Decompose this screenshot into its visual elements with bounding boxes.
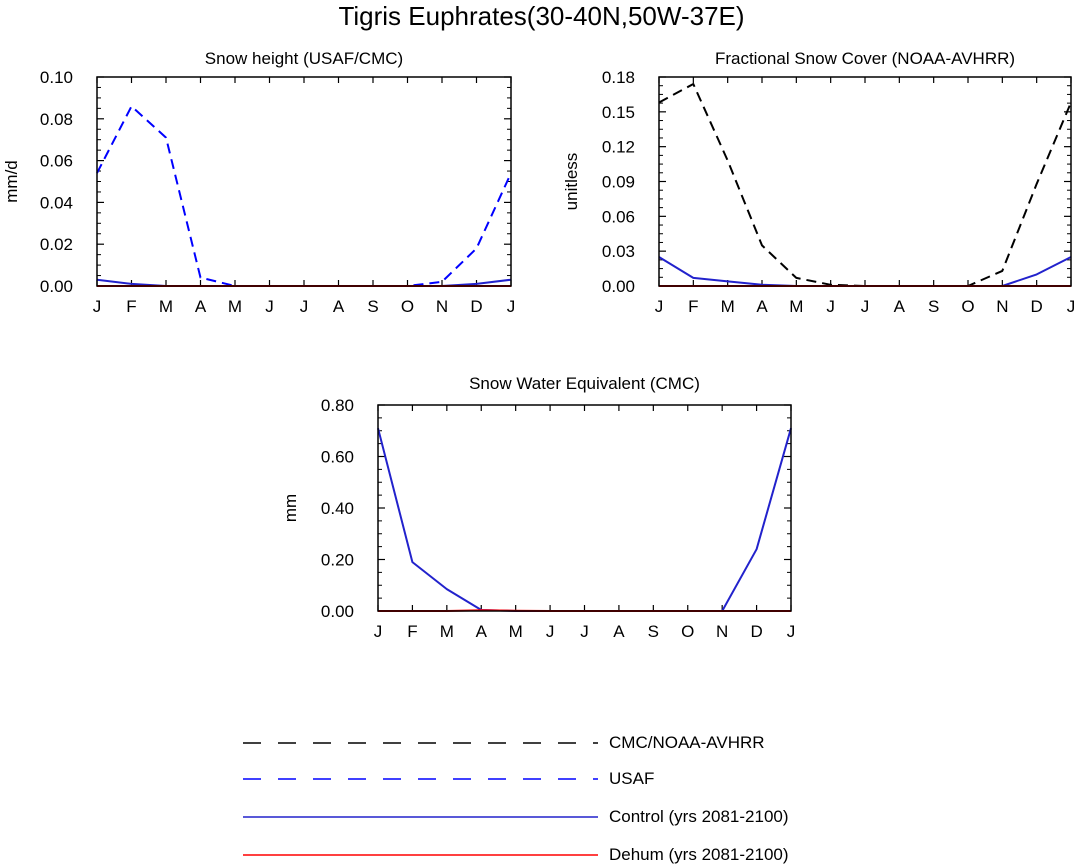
chart-snow-height: Snow height (USAF/CMC) mm/d J F M A M J J A S O N D J 0…	[2, 49, 515, 316]
y-tick-label: 0.15	[602, 103, 635, 122]
y-tick-label: 0.80	[321, 396, 354, 415]
x-tick-label: J	[93, 297, 102, 316]
y-tick-label: 0.60	[321, 448, 354, 467]
chart-title: Snow Water Equivalent (CMC)	[469, 374, 700, 393]
x-tick-label: J	[300, 297, 309, 316]
plot-frame	[658, 76, 1072, 287]
chart-swe: Snow Water Equivalent (CMC) mm J F M A M J J A S O N…	[281, 374, 795, 641]
y-tick-label: 0.40	[321, 499, 354, 518]
legend-label-dehum: Dehum (yrs 2081-2100)	[609, 845, 789, 864]
x-tick-label: D	[1031, 297, 1043, 316]
x-tick-label: J	[1067, 297, 1076, 316]
x-tick-label: O	[401, 297, 414, 316]
plot-frame	[377, 404, 792, 612]
x-tick-label: J	[826, 297, 835, 316]
x-tick-label: J	[655, 297, 664, 316]
y-tick-label: 0.02	[40, 235, 73, 254]
x-tick-label: A	[613, 622, 625, 641]
x-tick-label: M	[509, 622, 523, 641]
plot-frame	[96, 76, 512, 287]
x-tick-label: M	[721, 297, 735, 316]
x-tick-label: J	[265, 297, 274, 316]
y-tick-label: 0.06	[602, 207, 635, 226]
chart-title: Fractional Snow Cover (NOAA-AVHRR)	[715, 49, 1015, 68]
x-tick-label: S	[928, 297, 939, 316]
x-tick-label: S	[367, 297, 378, 316]
y-tick-label: 0.00	[40, 277, 73, 296]
x-tick-label: J	[507, 297, 516, 316]
y-tick-label: 0.04	[40, 193, 73, 212]
legend-label-obs: CMC/NOAA-AVHRR	[609, 733, 765, 752]
x-tick-label: A	[476, 622, 488, 641]
x-tick-label: N	[436, 297, 448, 316]
x-tick-label: F	[407, 622, 417, 641]
y-tick-label: 0.20	[321, 551, 354, 570]
y-axis-label: unitless	[562, 153, 581, 211]
x-tick-label: O	[681, 622, 694, 641]
y-tick-label: 0.09	[602, 173, 635, 192]
x-tick-label: N	[996, 297, 1008, 316]
y-tick-label: 0.00	[321, 602, 354, 621]
legend-label-control: Control (yrs 2081-2100)	[609, 807, 789, 826]
x-tick-label: F	[126, 297, 136, 316]
legend-label-usaf: USAF	[609, 769, 655, 788]
x-tick-label: J	[580, 622, 589, 641]
x-tick-label: J	[861, 297, 870, 316]
y-tick-label: 0.12	[602, 138, 635, 157]
x-tick-label: M	[228, 297, 242, 316]
x-tick-label: S	[648, 622, 659, 641]
x-tick-label: M	[440, 622, 454, 641]
y-axis-label: mm/d	[2, 160, 21, 203]
x-tick-label: N	[716, 622, 728, 641]
x-tick-label: D	[750, 622, 762, 641]
x-tick-label: O	[961, 297, 974, 316]
x-tick-label: D	[470, 297, 482, 316]
x-tick-label: A	[195, 297, 207, 316]
x-tick-label: M	[789, 297, 803, 316]
x-tick-label: J	[546, 622, 555, 641]
x-tick-label: J	[374, 622, 383, 641]
x-tick-label: J	[787, 622, 796, 641]
y-tick-label: 0.03	[602, 242, 635, 261]
y-tick-label: 0.10	[40, 68, 73, 87]
chart-title: Snow height (USAF/CMC)	[205, 49, 403, 68]
x-tick-label: F	[688, 297, 698, 316]
series-line-usaf	[96, 105, 512, 287]
chart-snow-cover: Fractional Snow Cover (NOAA-AVHRR) unitle…	[562, 49, 1075, 316]
x-tick-label: A	[756, 297, 768, 316]
y-axis-label: mm	[281, 494, 300, 522]
y-tick-label: 0.00	[602, 277, 635, 296]
x-tick-label: A	[894, 297, 906, 316]
x-tick-label: A	[333, 297, 345, 316]
series-line-cmcnoaaavhrr	[658, 83, 1072, 287]
x-tick-label: M	[159, 297, 173, 316]
y-tick-label: 0.06	[40, 152, 73, 171]
series-line-control	[377, 427, 792, 612]
y-tick-label: 0.08	[40, 110, 73, 129]
figure-title: Tigris Euphrates(30-40N,50W-37E)	[338, 1, 745, 31]
y-tick-label: 0.18	[602, 68, 635, 87]
